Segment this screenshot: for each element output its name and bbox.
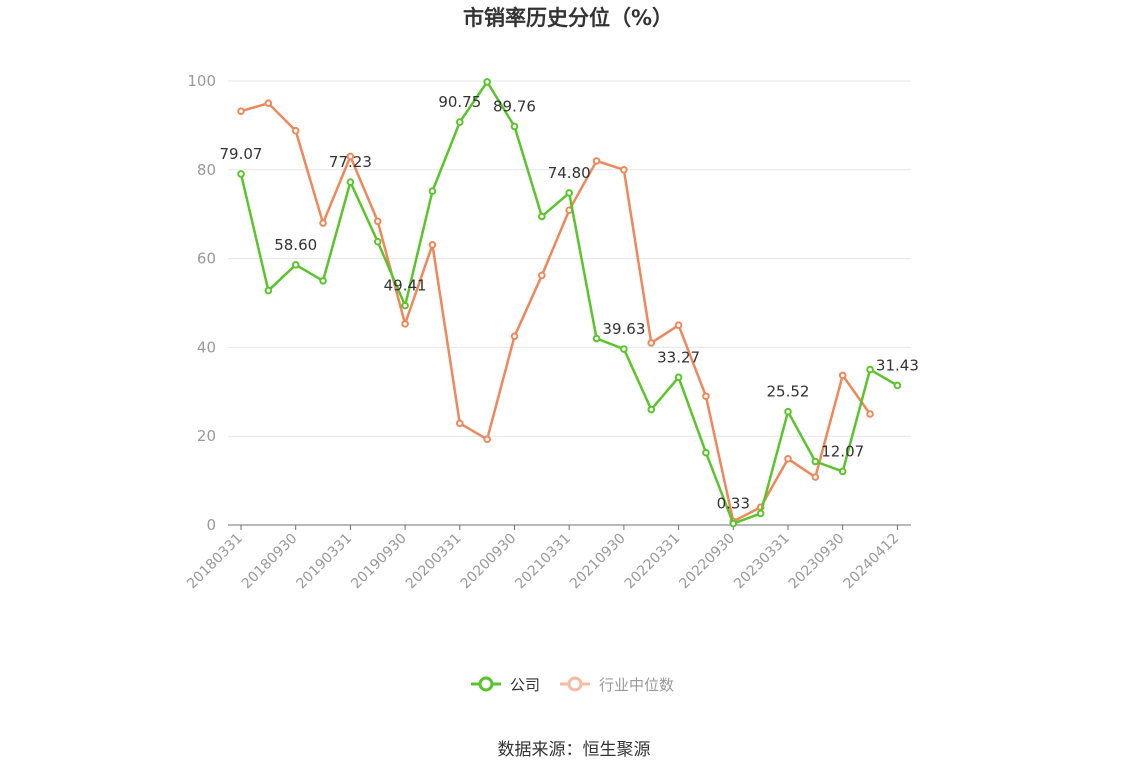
data-label: 77.23 [329, 153, 372, 171]
data-point[interactable] [702, 392, 710, 401]
data-point[interactable] [456, 118, 464, 126]
data-point[interactable] [866, 365, 874, 374]
data-label: 79.07 [220, 145, 263, 163]
data-label: 58.60 [274, 236, 317, 254]
x-axis: 2018033120180930201903312019093020200331… [184, 524, 911, 593]
data-point[interactable] [510, 122, 519, 131]
data-point[interactable] [647, 339, 656, 347]
data-point[interactable] [538, 271, 546, 280]
x-tick-label: 20190930 [348, 531, 410, 593]
x-tick-label: 20210930 [567, 531, 629, 593]
data-point[interactable] [647, 405, 656, 414]
data-point[interactable] [483, 435, 491, 444]
x-tick-label: 20230930 [786, 531, 848, 593]
data-point[interactable] [592, 157, 601, 165]
data-point[interactable] [729, 519, 738, 528]
x-tick-label: 20240412 [841, 531, 903, 593]
data-point[interactable] [538, 212, 546, 221]
data-point[interactable] [510, 332, 519, 341]
x-tick-label: 20190331 [294, 531, 356, 593]
data-point[interactable] [674, 373, 683, 382]
x-tick-label: 20210331 [512, 531, 574, 593]
x-tick-label: 20200331 [403, 531, 465, 593]
series-layer [237, 78, 902, 528]
data-label: 39.63 [602, 320, 645, 338]
gridlines [228, 80, 911, 437]
data-label: 0.33 [717, 495, 750, 513]
y-tick-label: 0 [206, 516, 216, 534]
y-tick-label: 100 [187, 72, 216, 90]
data-point[interactable] [784, 407, 792, 416]
data-point[interactable] [264, 99, 273, 107]
data-label: 74.80 [548, 164, 591, 182]
x-tick-label: 20230331 [731, 531, 793, 593]
data-point[interactable] [346, 152, 355, 161]
data-point[interactable] [620, 166, 628, 174]
y-tick-label: 60 [197, 250, 216, 268]
y-axis: 0 20 40 60 80 100 [187, 72, 216, 534]
data-point[interactable] [373, 217, 382, 226]
data-point[interactable] [565, 189, 574, 197]
data-point[interactable] [784, 455, 792, 463]
data-point[interactable] [866, 410, 874, 418]
data-point[interactable] [346, 178, 355, 186]
legend-item-industry-median[interactable]: 行业中位数 [560, 676, 674, 694]
data-point[interactable] [838, 467, 847, 476]
data-point[interactable] [756, 509, 765, 518]
data-point[interactable] [264, 286, 273, 295]
data-point[interactable] [291, 126, 300, 135]
data-label: 25.52 [767, 383, 810, 401]
data-labels: 79.07 58.60 77.23 49.41 90.75 89.76 74.80 39.63… [220, 93, 919, 512]
data-point[interactable] [373, 237, 382, 246]
legend-label-company: 公司 [510, 676, 540, 694]
data-point[interactable] [811, 473, 820, 481]
data-label: 90.75 [438, 93, 481, 111]
data-point[interactable] [674, 321, 683, 330]
legend: 公司 行业中位数 [471, 676, 674, 694]
chart-title: 市销率历史分位（%） [463, 6, 673, 30]
series-line-company [239, 80, 899, 525]
source-note: 数据来源：恒生聚源 [498, 740, 651, 760]
data-point[interactable] [456, 419, 464, 428]
data-point[interactable] [620, 345, 628, 353]
y-tick-label: 80 [197, 161, 216, 179]
data-point[interactable] [401, 320, 409, 328]
data-point[interactable] [319, 277, 327, 285]
data-point[interactable] [319, 219, 327, 227]
data-point[interactable] [428, 241, 437, 249]
data-point[interactable] [702, 448, 710, 457]
data-point[interactable] [291, 261, 300, 269]
data-point[interactable] [893, 381, 902, 390]
y-tick-label: 20 [197, 427, 216, 445]
x-tick-label: 20200930 [458, 531, 520, 593]
legend-label-industry-median: 行业中位数 [599, 676, 674, 694]
data-label: 31.43 [876, 356, 919, 374]
data-point[interactable] [483, 78, 491, 86]
data-point[interactable] [401, 301, 409, 310]
x-tick-label: 20180930 [239, 531, 301, 593]
data-label: 49.41 [384, 277, 427, 295]
x-tick-label: 20220930 [676, 531, 738, 593]
data-point[interactable] [592, 334, 601, 343]
data-label: 89.76 [493, 97, 536, 115]
data-label: 12.07 [821, 442, 864, 460]
data-point[interactable] [811, 457, 820, 466]
data-point[interactable] [838, 371, 847, 380]
x-tick-label: 20180331 [184, 531, 246, 593]
data-point[interactable] [428, 187, 437, 195]
legend-item-company[interactable]: 公司 [471, 676, 540, 694]
y-tick-label: 40 [197, 338, 216, 356]
x-tick-label: 20220331 [622, 531, 684, 593]
data-point[interactable] [237, 170, 245, 178]
data-label: 33.27 [657, 348, 700, 366]
data-point[interactable] [237, 107, 245, 115]
